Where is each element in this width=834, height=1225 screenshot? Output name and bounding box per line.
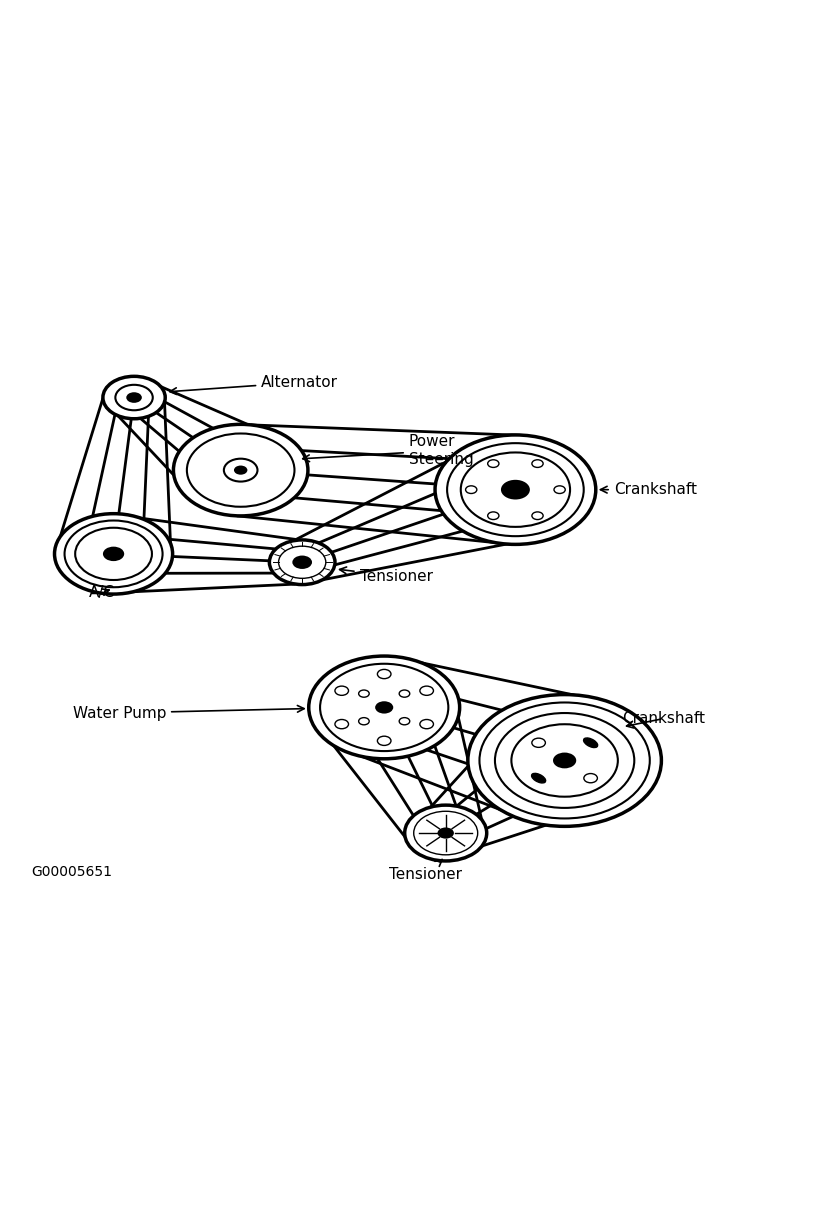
Circle shape [488, 459, 499, 468]
Circle shape [532, 459, 543, 468]
Text: Crankshaft: Crankshaft [622, 710, 705, 728]
Circle shape [468, 695, 661, 827]
Circle shape [420, 686, 434, 696]
Text: Water Pump: Water Pump [73, 706, 304, 720]
Circle shape [554, 486, 565, 494]
Text: Crankshaft: Crankshaft [600, 483, 697, 497]
Circle shape [438, 827, 454, 839]
Circle shape [335, 719, 349, 729]
Circle shape [335, 686, 349, 696]
Circle shape [501, 480, 530, 500]
Circle shape [309, 657, 460, 758]
Circle shape [293, 556, 312, 568]
Circle shape [532, 739, 545, 747]
Circle shape [404, 805, 487, 861]
Circle shape [378, 669, 391, 679]
Circle shape [553, 752, 576, 768]
Circle shape [103, 546, 124, 561]
Circle shape [399, 690, 409, 697]
Circle shape [234, 466, 248, 475]
Circle shape [126, 392, 142, 403]
Circle shape [532, 512, 543, 519]
Text: Power
Steering: Power Steering [303, 435, 474, 467]
Text: A/C: A/C [89, 584, 115, 600]
Circle shape [378, 736, 391, 746]
Circle shape [173, 424, 308, 516]
Circle shape [359, 718, 369, 725]
Circle shape [54, 513, 173, 594]
Text: Tensioner: Tensioner [339, 567, 433, 583]
Circle shape [269, 540, 335, 584]
Text: Tensioner: Tensioner [389, 860, 462, 882]
Circle shape [103, 376, 165, 419]
Circle shape [420, 719, 434, 729]
Circle shape [375, 701, 394, 714]
Ellipse shape [531, 773, 545, 783]
Circle shape [435, 435, 595, 544]
Ellipse shape [584, 737, 598, 747]
Circle shape [359, 690, 369, 697]
Circle shape [399, 718, 409, 725]
Circle shape [488, 512, 499, 519]
Text: Alternator: Alternator [170, 375, 338, 394]
Text: G00005651: G00005651 [32, 865, 113, 880]
Circle shape [465, 486, 477, 494]
Circle shape [584, 773, 597, 783]
